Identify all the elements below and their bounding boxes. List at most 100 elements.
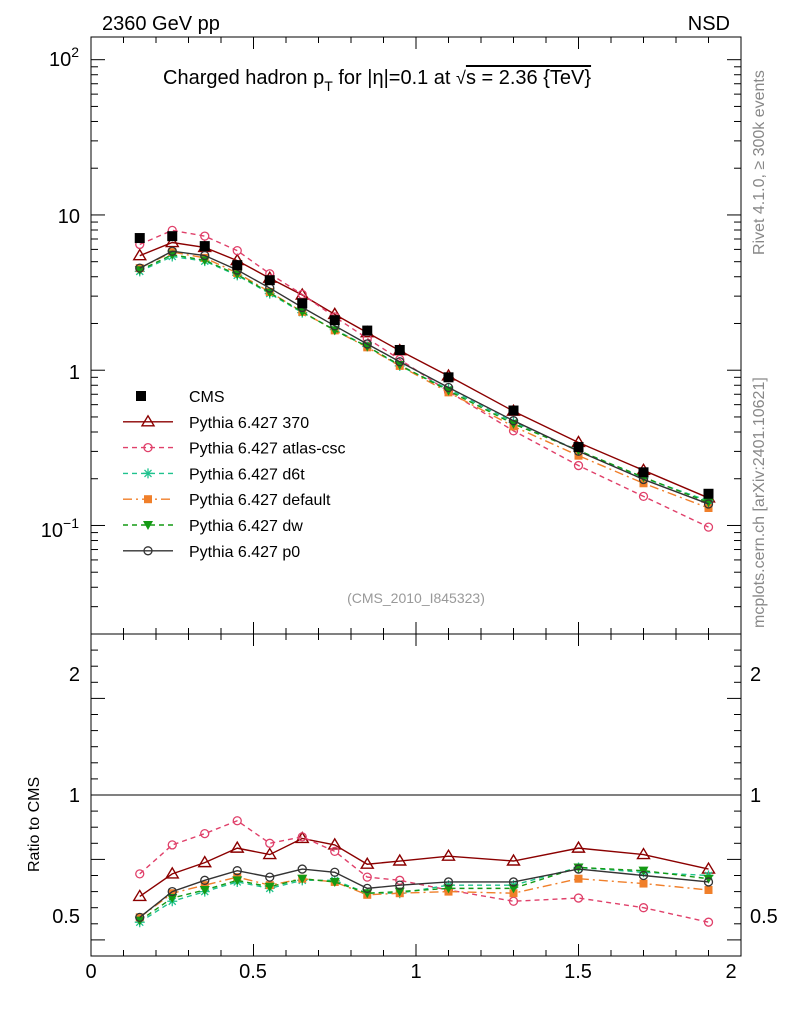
data-point [638,467,649,478]
series-ratio-point [703,917,714,927]
data-point [573,442,584,453]
legend: CMS Pythia 6.427 370 Pythia 6.427 atlas-cs… [123,389,346,561]
series-ratio-point [167,840,177,850]
series-point [134,266,145,276]
legend-marker [143,521,153,530]
series-line-main [139,253,709,504]
series-line-ratio [139,866,709,922]
series-ratio-point [200,875,210,885]
ratio-tick-1-left: 1 [69,785,80,807]
legend-marker [143,546,153,556]
x-tick-label-1: 1 [410,961,421,983]
data-point [394,344,405,355]
series-ratio-point [506,853,521,866]
series-ratio-point [394,887,405,897]
ratio-tick-2-right: 2 [750,664,761,686]
series-ratio-point [704,885,713,894]
series-point [135,263,145,273]
series-ratio-point [232,866,242,876]
series-ratio-point [165,866,180,879]
series-line-ratio [139,837,709,898]
series-ratio-point [168,889,177,898]
series-ratio-point [362,872,372,882]
series-ratio-point [395,875,405,885]
series-line-main [139,255,709,502]
series-ratio-point [441,848,456,861]
series-ratio-point [443,877,454,887]
legend-label: Pythia 6.427 370 [189,415,309,432]
data-series [134,231,714,499]
series-layer [132,225,716,928]
series-ratio-point [443,884,454,894]
chart-title: Charged hadron pT for |η|=0.1 at √s = 2.… [163,67,591,94]
header-right: NSD [688,13,730,35]
series-point [638,491,649,502]
series-point [132,248,147,261]
series-0 [132,235,716,902]
series-ratio-point [330,867,340,877]
data-point [508,405,519,416]
series-point [443,382,454,393]
y-tick-label-100: 102 [49,44,79,71]
series-ratio-point [197,855,212,868]
series-point [395,357,405,367]
y-tick-label-1: 1 [69,362,80,384]
series-ratio-point [395,880,405,890]
series-ratio-point [703,877,714,887]
series-ratio-point [262,847,277,860]
series-ratio-point [392,853,407,866]
series-line-ratio [139,819,709,923]
x-tick-label-0.5: 0.5 [239,961,267,983]
series-ratio-point [232,876,243,886]
rivet-label: Rivet 4.1.0, ≥ 300k events [751,70,768,255]
series-point [165,235,180,248]
series-ratio-point [574,874,583,883]
series-ratio-point [135,912,145,923]
series-line-ratio [139,876,709,918]
ratio-tick-0.5-right: 0.5 [750,906,778,928]
data-point [167,231,178,242]
series-point [362,339,372,349]
y-tick-label-0.1: 10−1 [41,515,79,542]
series-ratio-point [265,872,275,882]
series-ratio-point [703,874,714,884]
data-point [297,298,308,309]
mcplots-label: mcplots.cern.ch [arXiv:2401.10621] [751,377,768,628]
series-point [232,245,242,256]
series-ratio-point [638,870,649,881]
series-ratio-point [362,883,372,894]
data-point [362,325,373,336]
ratio-tick-0.5-left: 0.5 [52,906,80,928]
series-ratio-point [573,864,584,874]
header-left: 2360 GeV pp [102,13,220,35]
series-ratio-point [135,869,145,879]
data-point [703,488,714,499]
series-5 [135,246,714,923]
legend-marker-data [136,391,146,401]
legend-label: Pythia 6.427 default [189,492,331,509]
series-ratio-point [639,879,648,888]
legend-label: Pythia 6.427 dw [189,518,303,535]
series-ratio-point [636,847,651,860]
legend-label: Pythia 6.427 atlas-csc [189,441,346,458]
series-ratio-point [638,903,649,913]
data-point [199,241,210,252]
series-ratio-point [264,882,275,892]
series-3 [135,248,713,922]
series-ratio-point [330,846,340,856]
series-line-main [139,229,709,528]
series-point [573,460,584,471]
series-line-main [139,250,709,505]
x-tick-label-0: 0 [85,961,96,983]
series-ratio-point [230,840,245,853]
series-ratio-point [297,874,308,884]
data-point [134,233,145,244]
series-4 [134,250,714,926]
x-tick-label-1.5: 1.5 [564,961,592,983]
series-ratio-point [360,856,375,869]
series-ratio-point [571,840,586,853]
series-ratio-point [199,885,210,895]
series-line-main [139,241,709,499]
series-ratio-point [200,881,209,890]
